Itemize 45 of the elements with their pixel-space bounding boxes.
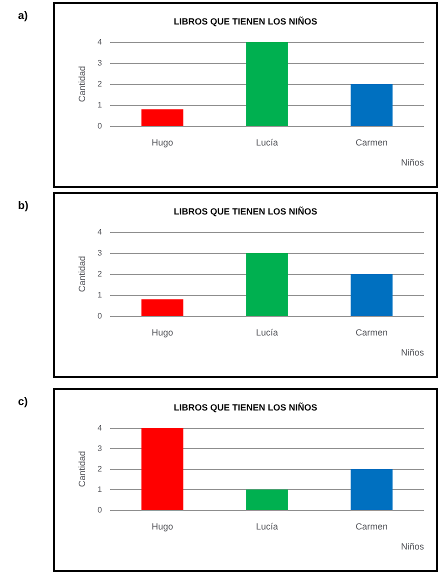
y-tick-label: 1 xyxy=(98,485,103,494)
x-tick-label: Hugo xyxy=(152,522,174,532)
x-tick-label: Carmen xyxy=(356,522,388,532)
y-tick-label: 0 xyxy=(98,122,103,130)
bar xyxy=(246,253,288,316)
y-axis-title: Cantidad xyxy=(77,450,88,488)
y-tick-label: 2 xyxy=(98,270,103,278)
y-tick-label: 2 xyxy=(98,80,103,88)
x-tick-label: Hugo xyxy=(152,138,174,148)
y-tick-label: 2 xyxy=(98,464,103,474)
x-tick-label: Lucía xyxy=(256,328,278,338)
y-axis-title: Cantidad xyxy=(77,256,88,292)
y-tick-label: 3 xyxy=(98,248,103,258)
bar xyxy=(246,490,288,510)
y-tick-label: 4 xyxy=(98,228,103,236)
bar xyxy=(350,469,393,510)
y-tick-label: 1 xyxy=(98,290,103,300)
x-tick-label: Lucía xyxy=(256,522,278,532)
bar xyxy=(246,42,288,126)
y-axis-title: Cantidad xyxy=(77,66,88,102)
y-tick-label: 1 xyxy=(98,100,103,110)
bar xyxy=(350,274,393,316)
y-tick-label: 4 xyxy=(98,424,103,432)
x-tick-label: Lucía xyxy=(256,138,278,148)
chart-title: LIBROS QUE TIENEN LOS NIÑOS xyxy=(174,16,318,26)
y-tick-label: 0 xyxy=(98,506,103,514)
text: c) xyxy=(18,396,28,408)
x-axis-title: Niños xyxy=(400,542,424,552)
x-tick-label: Carmen xyxy=(356,328,388,338)
bar xyxy=(141,428,184,510)
y-tick-label: 3 xyxy=(98,58,103,68)
bar xyxy=(141,109,184,126)
x-axis-title: Niños xyxy=(400,348,424,358)
chart-title: LIBROS QUE TIENEN LOS NIÑOS xyxy=(174,402,318,412)
text: a) xyxy=(18,10,28,22)
x-axis-title: Niños xyxy=(400,158,424,168)
text: b) xyxy=(18,200,28,212)
chart-title: LIBROS QUE TIENEN LOS NIÑOS xyxy=(174,206,318,216)
y-tick-label: 0 xyxy=(98,312,103,320)
x-tick-label: Hugo xyxy=(152,328,174,338)
bar xyxy=(350,84,393,126)
y-tick-label: 4 xyxy=(98,38,103,46)
bar xyxy=(141,299,184,316)
y-tick-label: 3 xyxy=(98,444,103,453)
x-tick-label: Carmen xyxy=(356,138,388,148)
